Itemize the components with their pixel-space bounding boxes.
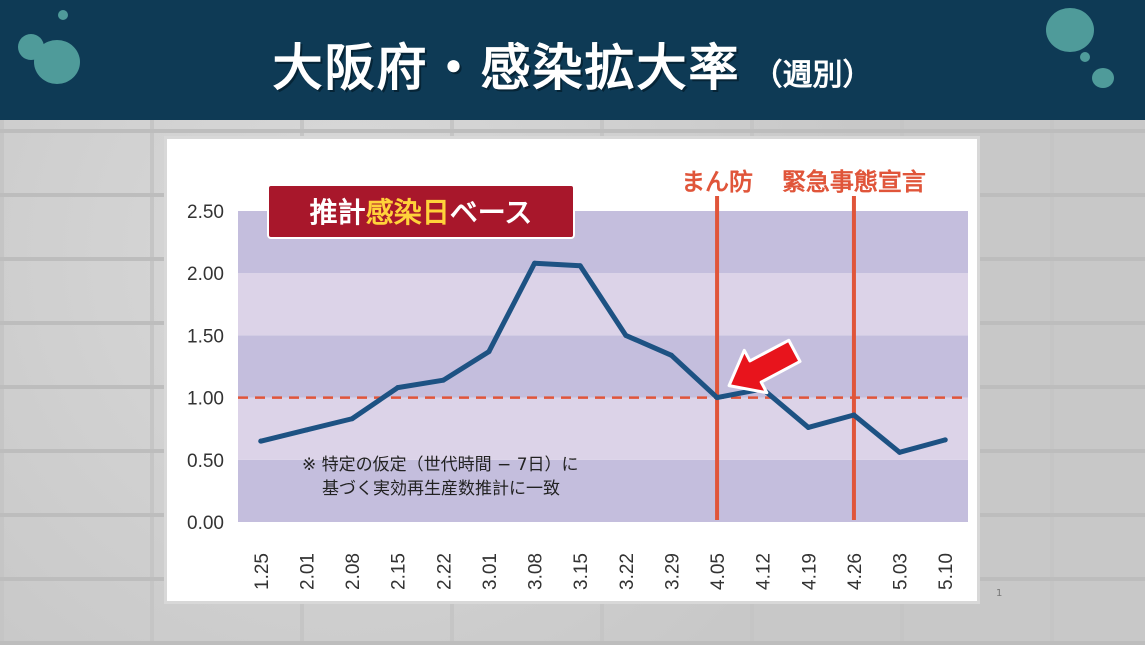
data-point: [897, 449, 903, 455]
data-point: [349, 416, 355, 422]
data-point: [440, 377, 446, 383]
x-tick-label: 3.29: [662, 553, 683, 590]
decor-circle: [1046, 8, 1094, 52]
data-point: [623, 332, 629, 338]
y-tick-label: 1.00: [187, 389, 224, 410]
badge-box: [267, 184, 575, 239]
grid-band: [238, 397, 968, 460]
badge-label: 推計感染日ベース: [310, 196, 533, 229]
x-tick-label: 2.15: [389, 553, 410, 590]
y-tick-label: 1.50: [187, 326, 224, 347]
x-tick-label: 5.10: [936, 553, 957, 590]
x-tick-label: 3.01: [480, 553, 501, 590]
x-tick-label: 4.19: [799, 553, 820, 590]
badge-highlight: 感染日: [366, 196, 450, 229]
x-tick-label: 4.12: [754, 553, 775, 590]
x-tick-label: 2.08: [343, 553, 364, 590]
badge-suffix: ベース: [450, 196, 533, 229]
y-tick-label: 0.50: [187, 451, 224, 472]
data-point: [851, 412, 857, 418]
x-tick-label: 2.22: [434, 553, 455, 590]
data-point: [668, 352, 674, 358]
data-point: [486, 349, 492, 355]
decor-circle: [58, 10, 68, 20]
decor-circle: [34, 40, 80, 84]
event-label: 緊急事態宣言: [782, 168, 926, 196]
arrow-icon: [727, 338, 802, 395]
x-tick-label: 5.03: [891, 553, 912, 590]
page-subtitle: （週別）: [752, 58, 873, 93]
x-tick-label: 4.26: [845, 553, 866, 590]
data-point: [942, 437, 948, 443]
y-tick-label: 2.00: [187, 264, 224, 285]
y-tick-label: 0.00: [187, 513, 224, 534]
event-label: まん防: [681, 168, 753, 196]
grid-band: [238, 335, 968, 398]
title-banner: 大阪府・感染拡大率 （週別）: [0, 0, 1145, 120]
decor-circle: [1080, 52, 1090, 62]
note-line-1: ※ 特定の仮定（世代時間 − 7日）に: [302, 455, 579, 475]
x-tick-label: 1.25: [252, 553, 273, 590]
data-point: [395, 385, 401, 391]
decor-circle: [1092, 68, 1114, 88]
data-point: [303, 427, 309, 433]
data-point: [532, 260, 538, 266]
page-number: 1: [996, 588, 1003, 599]
badge-prefix: 推計: [310, 196, 366, 229]
x-tick-label: 4.05: [708, 553, 729, 590]
data-point: [805, 424, 811, 430]
data-point: [577, 263, 583, 269]
x-tick-label: 3.08: [526, 553, 547, 590]
arrow-marker: [727, 338, 802, 395]
x-tick-label: 3.15: [571, 553, 592, 590]
x-tick-label: 3.22: [617, 553, 638, 590]
note-line-2: 基づく実効再生産数推計に一致: [322, 479, 560, 499]
page-title: 大阪府・感染拡大率: [272, 39, 741, 97]
series-line: [258, 260, 948, 455]
y-tick-label: 2.50: [187, 202, 224, 223]
grid-band: [238, 459, 968, 522]
x-tick-label: 2.01: [297, 553, 318, 590]
data-point: [714, 395, 720, 401]
data-point: [258, 438, 264, 444]
